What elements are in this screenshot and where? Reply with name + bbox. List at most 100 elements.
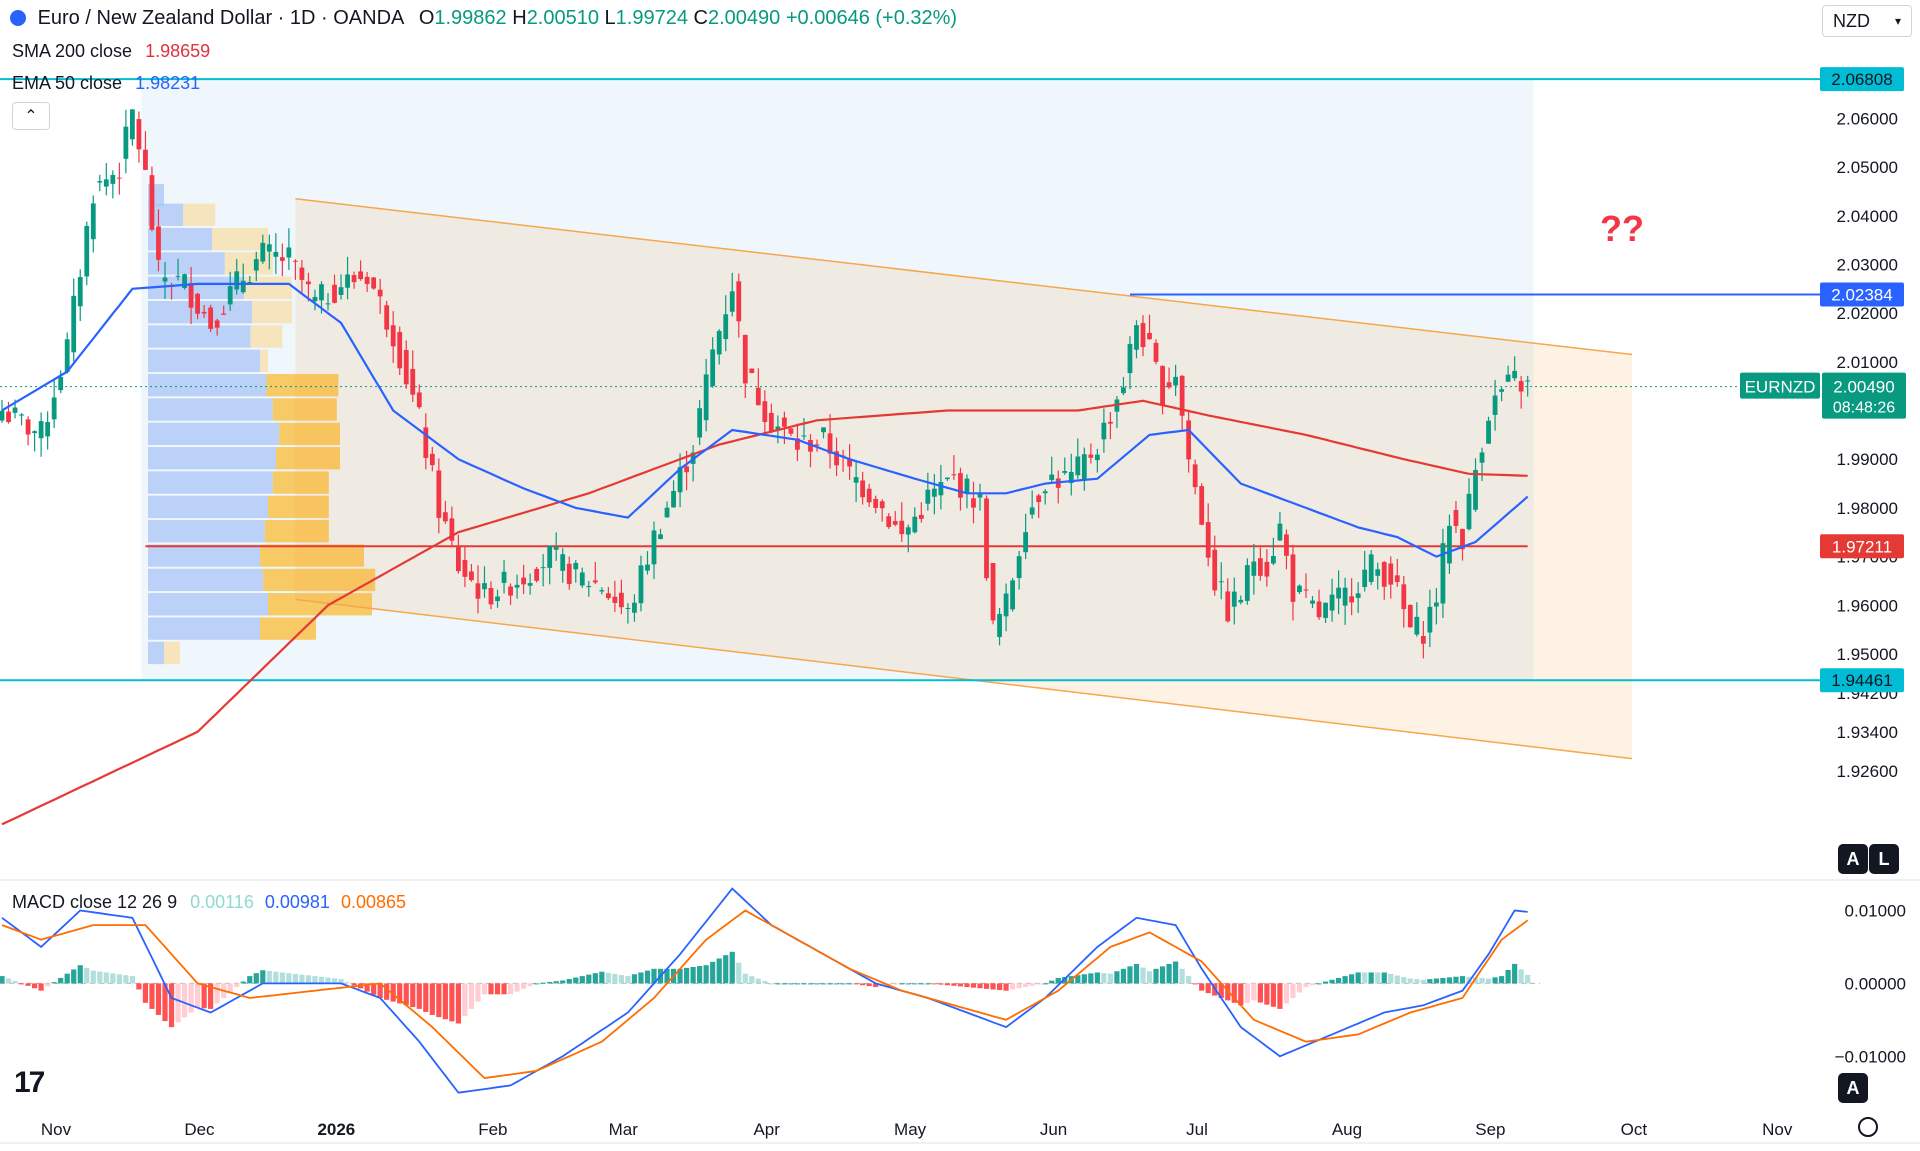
candle-down [886,516,892,528]
candle-up [1479,452,1485,463]
candle-down [892,520,898,525]
candle-up [977,494,983,498]
candle-up [645,564,650,571]
macd-histogram-bar [155,983,162,1015]
volume-profile-down-bar [264,520,329,543]
volume-profile-down-bar [272,471,329,494]
volume-profile-down-bar [224,252,273,275]
candle-down [436,470,442,518]
candle-up [1075,456,1081,476]
candle-down [521,577,526,585]
candle-up [1375,569,1381,576]
macd-histogram-bar [266,971,272,984]
macd-histogram-bar [873,983,879,988]
macd-histogram-bar [631,974,638,984]
candle-up [599,590,605,592]
macd-histogram-bar [103,972,109,984]
sma-legend[interactable]: SMA 200 close 1.98659 [12,41,210,62]
macd-histogram-bar [1388,973,1394,984]
macd-histogram-bar [351,983,357,986]
candle-up [853,477,859,483]
candle-down [879,501,885,509]
macd-histogram-bar [553,981,559,984]
macd-histogram-bar [1264,983,1270,1005]
macd-histogram-bar [762,980,768,984]
macd-histogram-bar [1244,983,1250,1003]
candle-down [619,592,624,608]
candle-down [990,563,996,621]
candle-up [1003,593,1009,617]
candle-up [1362,569,1368,587]
macd-histogram-bar [749,976,755,984]
volume-profile-up-bar [148,641,164,665]
macd-tick-label: 0.00000 [1845,974,1906,993]
price-tick-label: 1.93400 [1837,723,1898,742]
macd-histogram-bar [938,983,944,985]
macd-histogram-bar [1427,979,1433,984]
macd-histogram-bar [944,983,950,986]
macd-histogram-bar [1049,980,1055,984]
macd-histogram-bar [1466,976,1472,984]
price-tick-label: 2.01000 [1837,353,1898,372]
chevron-up-icon: ⌃ [24,108,38,125]
price-tick-label: 1.99000 [1837,450,1898,469]
candle-up [1486,420,1491,444]
candle-down [762,401,768,423]
candle-up [1505,374,1511,382]
macd-histogram-bar [416,983,422,1009]
candle-down [605,593,611,599]
macd-histogram-bar [860,983,866,986]
macd-auto-scale-button[interactable]: A [1838,1073,1868,1103]
candle-down [410,368,416,395]
candle-up [1336,587,1341,599]
time-tick-label: Oct [1621,1120,1648,1139]
candle-down [566,563,572,584]
macd-histogram-bar [1251,983,1257,1001]
macd-histogram-bar [168,983,175,1028]
macd-histogram-bar [90,970,96,984]
candle-up [38,421,44,439]
candle-down [873,498,879,508]
macd-legend[interactable]: MACD close 12 26 9 0.00116 0.00981 0.008… [12,892,406,913]
settings-gear-icon[interactable] [1858,1117,1878,1137]
candle-down [279,257,285,261]
candle-up [1042,491,1048,494]
candle-down [866,488,872,503]
ohlc-o-label: O [418,7,435,29]
candle-down [1205,522,1211,558]
macd-histogram-bar [64,973,70,984]
candle-down [1407,604,1413,628]
candle-down [377,289,383,297]
macd-histogram-bar [1329,979,1335,984]
ema-legend[interactable]: EMA 50 close 1.98231 [12,73,200,94]
macd-histogram-bar [149,983,155,1009]
macd-histogram-bar [1036,983,1042,985]
time-tick-label: Mar [609,1120,639,1139]
symbol-tag [1740,372,1820,399]
macd-histogram-bar [931,983,937,985]
candle-down [456,545,461,572]
collapse-legend-button[interactable]: ⌃ [12,102,50,130]
candle-up [32,431,37,434]
macd-histogram-bar [1420,979,1426,984]
candle-up [90,203,96,240]
macd-histogram-bar [560,980,566,984]
log-scale-button[interactable]: L [1869,844,1899,874]
candle-up [1251,561,1257,576]
volume-profile-up-bar [148,617,260,640]
auto-scale-button[interactable]: A [1838,844,1868,874]
macd-histogram-bar [1003,983,1009,991]
candle-down [208,307,214,329]
candle-up [240,280,246,293]
currency-select[interactable]: NZD ▾ [1822,5,1912,37]
macd-histogram-bar [1062,977,1068,984]
candle-up [97,181,103,183]
macd-histogram-bar [475,983,481,1002]
macd-histogram-bar [1101,973,1107,984]
macd-histogram-bar [540,982,546,984]
macd-histogram-bar [123,975,129,984]
macd-histogram-bar [690,966,696,984]
candle-up [45,422,51,437]
macd-histogram-bar [1433,978,1439,984]
